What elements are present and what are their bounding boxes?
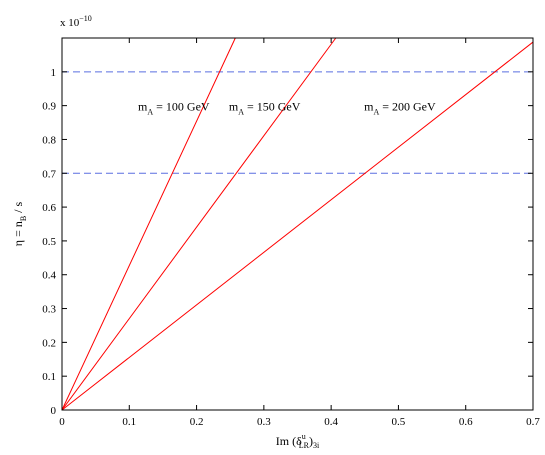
- plot-area: [62, 38, 533, 410]
- x-tick-label: 0.5: [392, 416, 406, 428]
- annotation-ma-200: mA = 200 GeV: [364, 100, 436, 117]
- x-tick-label: 0: [59, 416, 65, 428]
- series-line-0: [61, 37, 236, 411]
- y-tick-label: 0.5: [42, 236, 56, 248]
- series-line-1: [61, 37, 337, 411]
- axis-ticks: 0 0.1 0.2 0.3 0.4 0.5 0.6 0.7 0 0.1 0.2 0.3 0.4 0.5 0.…: [42, 38, 540, 428]
- series-line-2: [61, 41, 534, 411]
- x-axis-label: Im (δu LR)3i: [276, 432, 320, 450]
- y-tick-label: 0.7: [42, 168, 56, 180]
- x-tick-label: 0.4: [324, 416, 338, 428]
- y-tick-label: 0.3: [42, 304, 56, 316]
- x-tick-label: 0.2: [190, 416, 204, 428]
- y-tick-label: 0: [51, 405, 57, 417]
- y-axis-label: η = nB / s: [11, 201, 28, 246]
- y-tick-label: 0.1: [42, 371, 56, 383]
- x-tick-label: 0.6: [459, 416, 473, 428]
- annotation-ma-150: mA = 150 GeV: [229, 100, 301, 117]
- series-lines: [61, 37, 534, 411]
- y-tick-label: 0.8: [42, 134, 56, 146]
- x-tick-label: 0.7: [526, 416, 540, 428]
- x-tick-label: 0.1: [122, 416, 136, 428]
- y-axis-exponent: x 10−10: [60, 14, 92, 29]
- y-tick-label: 0.4: [42, 270, 56, 282]
- y-tick-label: 1: [51, 67, 57, 79]
- x-tick-label: 0.3: [257, 416, 271, 428]
- plot-frame: [61, 37, 534, 411]
- reference-lines: [62, 71, 533, 174]
- y-tick-label: 0.9: [42, 101, 56, 113]
- y-tick-label: 0.6: [42, 202, 56, 214]
- y-tick-label: 0.2: [42, 337, 56, 349]
- annotation-ma-100: mA = 100 GeV: [138, 100, 210, 117]
